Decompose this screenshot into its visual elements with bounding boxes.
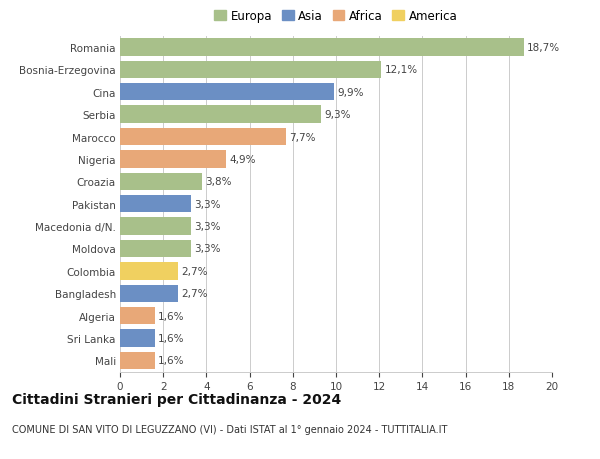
Text: Cittadini Stranieri per Cittadinanza - 2024: Cittadini Stranieri per Cittadinanza - 2…: [12, 392, 341, 406]
Text: 1,6%: 1,6%: [158, 311, 184, 321]
Text: 4,9%: 4,9%: [229, 155, 256, 165]
Text: COMUNE DI SAN VITO DI LEGUZZANO (VI) - Dati ISTAT al 1° gennaio 2024 - TUTTITALI: COMUNE DI SAN VITO DI LEGUZZANO (VI) - D…: [12, 425, 448, 435]
Bar: [120, 307, 155, 325]
Bar: [120, 263, 178, 280]
Bar: [120, 240, 191, 257]
Text: 3,3%: 3,3%: [194, 244, 221, 254]
Legend: Europa, Asia, Africa, America: Europa, Asia, Africa, America: [209, 5, 463, 28]
Bar: [120, 62, 382, 79]
Text: 2,7%: 2,7%: [182, 266, 208, 276]
Bar: [120, 285, 178, 302]
Bar: [120, 330, 155, 347]
Text: 3,3%: 3,3%: [194, 222, 221, 232]
Bar: [120, 173, 202, 190]
Bar: [120, 218, 191, 235]
Bar: [120, 196, 191, 213]
Text: 18,7%: 18,7%: [527, 43, 560, 53]
Bar: [120, 129, 286, 146]
Text: 7,7%: 7,7%: [290, 132, 316, 142]
Text: 12,1%: 12,1%: [385, 65, 418, 75]
Text: 2,7%: 2,7%: [182, 289, 208, 299]
Text: 9,3%: 9,3%: [324, 110, 350, 120]
Text: 3,8%: 3,8%: [205, 177, 232, 187]
Text: 3,3%: 3,3%: [194, 199, 221, 209]
Text: 1,6%: 1,6%: [158, 333, 184, 343]
Bar: [120, 106, 321, 123]
Bar: [120, 151, 226, 168]
Text: 9,9%: 9,9%: [337, 88, 364, 98]
Text: 1,6%: 1,6%: [158, 356, 184, 366]
Bar: [120, 352, 155, 369]
Bar: [120, 84, 334, 101]
Bar: [120, 39, 524, 56]
